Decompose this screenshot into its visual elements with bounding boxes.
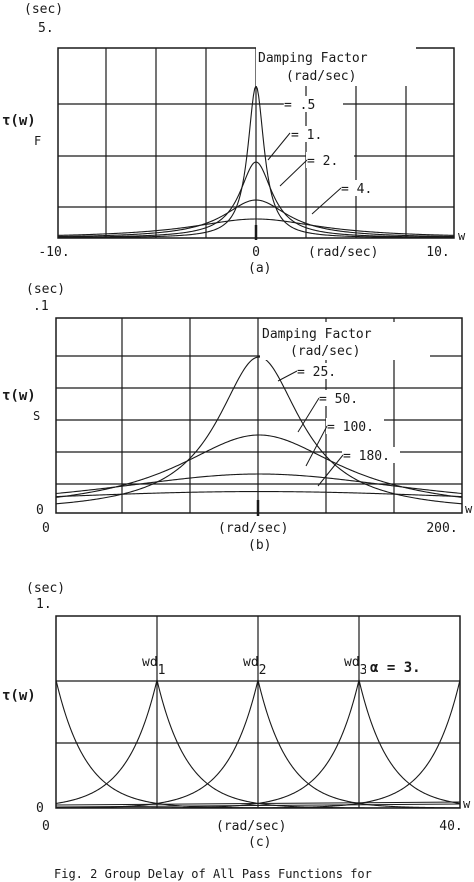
- panel-a-leader-2: [279, 159, 308, 187]
- panel-b-leader-50: [297, 397, 320, 433]
- panel-a-curve-1: [57, 161, 455, 238]
- panel-a: (sec) 5. τ(w) F Damping Factor (rad/sec)…: [2, 2, 466, 276]
- panel-a-label-backing-3: [340, 180, 380, 196]
- panel-a-curve-2: [57, 199, 455, 238]
- panel-a-legend-backing: [256, 46, 416, 86]
- panel-c-caption-label: (c): [248, 835, 271, 850]
- panel-b-legend-label-50: = 50.: [319, 392, 358, 407]
- panel-c-y-unit: (sec): [26, 581, 65, 596]
- panel-a-y-unit: (sec): [24, 2, 63, 17]
- panel-b-leader-25: [277, 370, 298, 382]
- panel-b-curve-50: [55, 434, 463, 498]
- figure-caption: Fig. 2 Group Delay of All Pass Functions…: [54, 867, 372, 881]
- panel-b-leader-180: [317, 454, 344, 487]
- panel-b-legend-label-25: = 25.: [297, 365, 336, 380]
- panel-c-x-tick-min: 0: [42, 819, 50, 834]
- panel-c-x-axis-label: (rad/sec): [216, 819, 286, 834]
- panel-b-legend-title-line1: Damping Factor: [262, 327, 372, 342]
- panel-a-x-axis-label: (rad/sec): [308, 245, 378, 260]
- panel-b-grid: [56, 318, 462, 513]
- panel-c-y-axis-label: τ(w): [2, 688, 36, 704]
- panel-a-x-end-label: w: [458, 229, 466, 243]
- panel-c-y-min-label: 0: [36, 801, 44, 816]
- panel-a-caption-label: (a): [248, 261, 271, 276]
- panel-b-label-backing-3: [342, 447, 400, 463]
- panel-a-legend-label-1: = 1.: [291, 128, 322, 143]
- panel-b-label-backing-0: [296, 363, 346, 379]
- panel-a-legend-title-line1: Damping Factor: [258, 51, 368, 66]
- panel-a-y-side-letter: F: [34, 134, 41, 148]
- panel-b-y-min-label: 0: [36, 503, 44, 518]
- panel-a-legend-title-line2: (rad/sec): [286, 69, 356, 84]
- panel-b-leader-100: [305, 425, 328, 467]
- panel-c-baseline-curve-1: [55, 801, 461, 806]
- panel-c-grid: [56, 616, 460, 808]
- panel-c-y-max-label: 1.: [36, 597, 52, 612]
- panel-a-x-tick-min: -10.: [38, 245, 69, 260]
- panel-c: (sec) 1. τ(w) 0 wd1 wd2 wd3 α = 3. 0 (ra…: [2, 581, 471, 850]
- panel-b-y-max-label: .1: [33, 299, 49, 314]
- panel-c-peak-label-3: wd3: [344, 655, 367, 678]
- panel-b-curve-180: [55, 491, 463, 498]
- panel-b-legend-title-line2: (rad/sec): [290, 344, 360, 359]
- panel-c-x-end-label: w: [463, 797, 471, 811]
- panel-a-y-axis-label: τ(w): [2, 113, 36, 129]
- panel-b-label-backing-2: [326, 418, 384, 434]
- panel-b-y-unit: (sec): [26, 282, 65, 297]
- panel-c-peak-label-2: wd2: [243, 655, 266, 678]
- panel-b-x-axis-label: (rad/sec): [218, 521, 288, 536]
- panel-b-x-tick-min: 0: [42, 521, 50, 536]
- panel-a-legend-label-0-5: = .5: [284, 98, 315, 113]
- panel-b-y-axis-label: τ(w): [2, 388, 36, 404]
- panel-a-legend-label-2: = 2.: [307, 154, 338, 169]
- panel-a-leader-4: [311, 187, 342, 215]
- panel-a-x-tick-max: 10.: [426, 245, 449, 260]
- panel-b-x-end-label: w: [465, 502, 473, 516]
- panel-a-label-backing-2: [306, 152, 354, 168]
- panel-c-alpha-label: α = 3.: [370, 660, 421, 676]
- panel-b-legend-label-100: = 100.: [327, 420, 374, 435]
- panel-c-peak-label-1: wd1: [142, 655, 165, 678]
- panel-c-x-tick-max: 40.: [439, 819, 462, 834]
- panel-c-peak-curve-5: [56, 679, 461, 809]
- panel-b-curve-100: [55, 473, 463, 495]
- panel-a-label-backing-1: [290, 126, 326, 142]
- panel-a-leader-1: [267, 132, 291, 161]
- panel-b: (sec) .1 τ(w) S 0 Damping Factor (rad/se…: [2, 282, 473, 553]
- panel-c-alpha-backing: [366, 658, 458, 676]
- panel-b-caption-label: (b): [248, 538, 271, 553]
- panel-b-curve-25: [55, 356, 463, 505]
- panel-b-label-backing-1: [318, 390, 366, 406]
- panel-a-label-backing-0: [283, 96, 343, 112]
- panel-b-legend-backing: [260, 322, 430, 360]
- panel-b-x-tick-max: 200.: [426, 521, 457, 536]
- panel-a-curve-4: [57, 218, 455, 236]
- panel-a-legend-label-4: = 4.: [341, 182, 372, 197]
- panel-b-y-side-letter: S: [33, 409, 40, 423]
- panel-a-y-max-label: 5.: [38, 21, 54, 36]
- panel-b-legend-label-180: = 180.: [343, 449, 390, 464]
- panel-a-x-tick-zero: 0: [252, 245, 260, 260]
- panel-c-baseline-curve-2: [55, 803, 461, 808]
